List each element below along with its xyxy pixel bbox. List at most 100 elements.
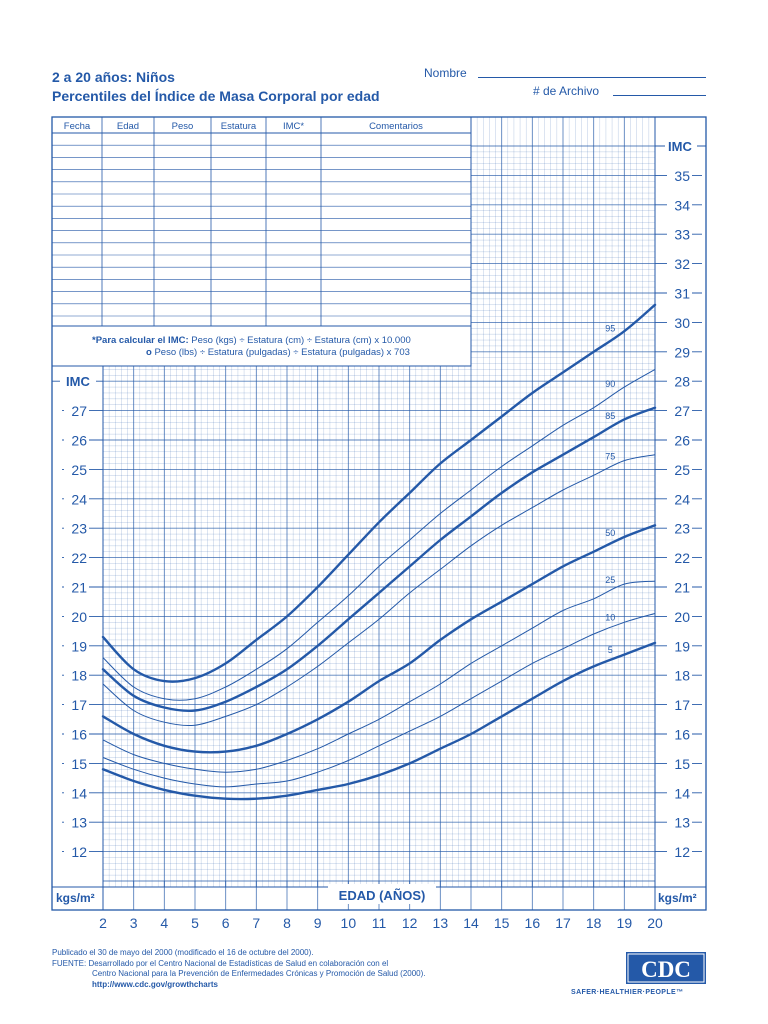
imc-label-bg [60, 372, 96, 391]
y-tick-label-right: 25 [674, 462, 690, 478]
y-tick-label-right: 35 [674, 168, 690, 184]
y-tick-label-bg [64, 432, 89, 448]
file-number-field[interactable] [613, 95, 706, 96]
percentile-curve-50 [101, 524, 657, 754]
x-tick-label: 16 [525, 915, 541, 931]
y-tick-label-bg [64, 755, 89, 772]
record-table-header: Fecha [64, 121, 91, 132]
y-tick-label-right: 21 [674, 580, 690, 596]
y-tick-label-right: 16 [674, 727, 690, 743]
y-tick-label-bg [667, 667, 692, 684]
formula-frame [51, 325, 472, 367]
percentile-label-25: 25 [605, 575, 615, 585]
y-tick-label-bg [667, 814, 692, 831]
y-tick-label-right: 28 [674, 374, 690, 390]
y-tick-label-bg [64, 667, 89, 684]
y-axis-label-left: IMC [66, 374, 90, 389]
y-tick-label-bg [667, 726, 692, 742]
y-tick-label-left: 13 [71, 815, 87, 831]
y-tick-label-bg [667, 402, 692, 419]
name-field[interactable] [478, 77, 706, 78]
percentile-curve-95 [101, 303, 657, 683]
y-tick-label-bg [64, 637, 89, 654]
record-table-frame [51, 116, 472, 327]
x-tick-label: 7 [252, 915, 260, 931]
y-axis-left: 12 13 14 15 16 17 18 19 20 21 22 23 24 25 26 27 IMC kgs/m… [52, 372, 103, 905]
y-tick-label-left: 15 [71, 756, 87, 772]
footer-url[interactable]: http://www.cdc.gov/growthcharts [92, 979, 218, 989]
y-tick-label-bg [667, 343, 692, 360]
x-tick-label: 20 [647, 915, 663, 931]
percentile-curve-25 [102, 580, 656, 773]
percentile-curve-90 [102, 368, 656, 701]
percentile-label-85: 85 [605, 411, 615, 421]
percentile-curve-75 [102, 454, 656, 727]
percentile-curves: 95 90 85 75 50 25 10 5 [101, 303, 657, 801]
formula-or: o [146, 347, 154, 358]
y-tick-label-bg [64, 579, 89, 595]
y-tick-label-bg [64, 784, 89, 801]
cdc-tagline: SAFER·HEALTHIER·PEOPLE™ [571, 989, 684, 996]
percentile-curve-85 [101, 406, 657, 713]
y-tick-label-right: 34 [674, 197, 690, 213]
x-tick-label: 19 [617, 915, 633, 931]
footer-source: FUENTE: Desarrollado por el Centro Nacio… [52, 958, 389, 968]
y-tick-label-right: 19 [674, 638, 690, 654]
footer-source-cont: Centro Nacional para la Prevención de En… [92, 969, 426, 978]
y-tick-label-bg [667, 843, 692, 860]
y-tick-label-bg [64, 520, 89, 537]
y-tick-label-bg [64, 608, 89, 625]
y-unit-right: kgs/m² [658, 891, 697, 905]
percentile-label-10: 10 [605, 613, 615, 623]
file-number-label: # de Archivo [533, 84, 600, 98]
y-axis-right: 12 13 14 15 16 17 18 19 20 21 22 23 24 25 26 27 28 29 30 31… [655, 137, 706, 905]
y-tick-label-bg [64, 490, 89, 507]
y-tick-label-bg [667, 255, 692, 272]
y-tick-label-bg [667, 432, 692, 448]
y-tick-label-bg [667, 196, 692, 213]
x-tick-label: 10 [341, 915, 357, 931]
footer-notes: Publicado el 30 de mayo del 2000 (modifi… [52, 948, 426, 990]
x-axis-label-bg [328, 884, 436, 904]
y-tick-label-right: 32 [674, 256, 690, 272]
y-tick-label-bg [64, 843, 89, 860]
record-table-header: Estatura [221, 121, 257, 132]
y-tick-label-right: 18 [674, 668, 690, 684]
x-tick-label: 12 [402, 915, 418, 931]
y-tick-label-left: 12 [71, 844, 87, 860]
y-tick-label-bg [64, 461, 89, 478]
record-table: Fecha Edad Peso Estatura IMC* Comentarios [51, 116, 472, 327]
y-tick-label-bg [64, 814, 89, 831]
y-tick-label-bg [64, 549, 89, 566]
right-axis-strip [655, 117, 706, 910]
x-tick-label: 15 [494, 915, 510, 931]
formula-metric-text: Peso (kgs) ÷ Estatura (cm) ÷ Estatura (c… [191, 335, 411, 346]
y-tick-label-right: 15 [674, 756, 690, 772]
formula-metric: *Para calcular el IMC: Peso (kgs) ÷ Esta… [92, 335, 411, 346]
percentile-label-95: 95 [605, 323, 615, 333]
y-tick-label-right: 23 [674, 521, 690, 537]
y-unit-left: kgs/m² [56, 891, 95, 905]
y-tick-label-left: 18 [71, 668, 87, 684]
y-tick-label-bg [667, 520, 692, 537]
y-tick-label-left: 14 [71, 785, 87, 801]
y-tick-label-left: 16 [71, 727, 87, 743]
chart-subtitle: Percentiles del Índice de Masa Corporal … [52, 88, 380, 104]
x-tick-label: 11 [372, 915, 387, 931]
y-tick-label-right: 33 [674, 227, 690, 243]
y-tick-label-left: 26 [71, 433, 87, 449]
percentile-curve-10 [102, 613, 656, 788]
y-tick-label-bg [667, 579, 692, 595]
y-tick-label-bg [64, 696, 89, 713]
y-tick-label-right: 24 [674, 491, 690, 507]
imc-label-bg [665, 137, 697, 155]
formula-lead: *Para calcular el IMC: [92, 335, 191, 346]
record-table-header: IMC* [283, 121, 304, 132]
y-tick-label-left: 24 [71, 491, 87, 507]
y-tick-label-right: 13 [674, 815, 690, 831]
x-axis-label: EDAD (AÑOS) [339, 888, 426, 903]
y-tick-label-bg [667, 696, 692, 713]
cdc-logo: CDC [626, 952, 706, 984]
y-tick-label-bg [667, 226, 692, 243]
